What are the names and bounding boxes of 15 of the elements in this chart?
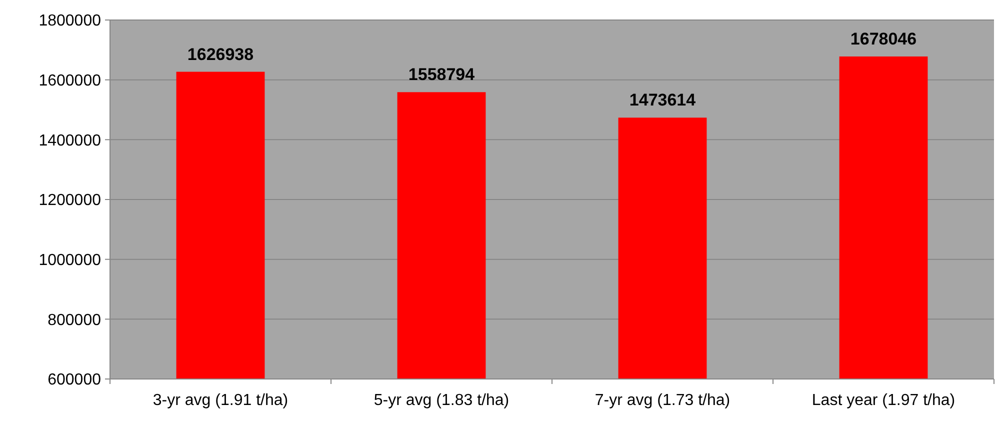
y-tick-label: 1000000: [38, 252, 102, 269]
data-label: 1473614: [629, 90, 696, 110]
y-tick-label: 600000: [48, 372, 102, 389]
x-tick-label: Last year (1.97 t/ha): [812, 392, 956, 409]
y-tick-label: 1800000: [38, 12, 102, 30]
data-label: 1626938: [187, 44, 254, 64]
data-label: 1678046: [850, 29, 917, 48]
x-tick-label: 3-yr avg (1.91 t/ha): [152, 392, 288, 409]
y-tick-label: 1400000: [38, 132, 102, 150]
x-tick-label: 5-yr avg (1.83 t/ha): [374, 392, 510, 409]
x-tick-label: 7-yr avg (1.73 t/ha): [594, 392, 730, 409]
data-label: 1558794: [408, 65, 476, 84]
y-tick-label: 1200000: [38, 192, 102, 210]
y-tick-label: 1600000: [38, 72, 102, 90]
y-tick-label: 800000: [48, 312, 102, 329]
